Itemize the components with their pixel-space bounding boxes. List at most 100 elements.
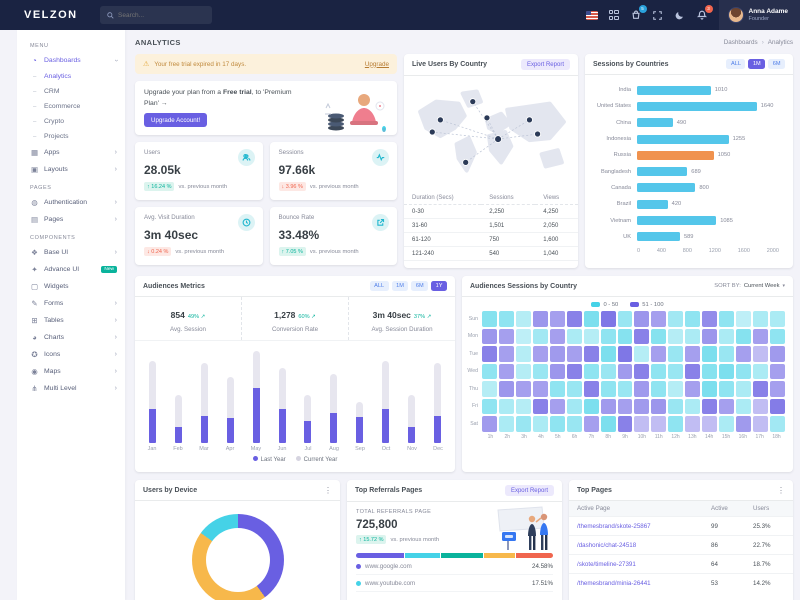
filter-button-1y[interactable]: 1Y: [431, 281, 447, 291]
bar-value-label: 1050: [717, 152, 731, 159]
chevron-right-icon: ›: [114, 216, 117, 223]
hour-label: 15h: [721, 433, 731, 440]
breadcrumb-dashboards[interactable]: Dashboards: [723, 39, 758, 46]
filter-button-6m[interactable]: 6M: [768, 59, 785, 69]
sidebar-item-widgets[interactable]: ▢ Widgets: [17, 278, 125, 295]
user-menu[interactable]: Anna Adame Founder: [718, 0, 800, 30]
sidebar: MENU ◔ Dashboards › – Analytics – CRM – Ecommerce…: [17, 30, 125, 600]
heatmap-cell: [685, 363, 701, 379]
audiences-bar-chart: [135, 347, 455, 443]
heatmap-cell: [549, 311, 565, 327]
upgrade-account-button[interactable]: Upgrade Account!: [144, 113, 208, 127]
heatmap-cell: [532, 381, 548, 397]
audiences-sessions-title: Audiences Sessions by Country: [470, 282, 577, 290]
notifications-badge: 3: [704, 5, 713, 13]
bar-value-label: 490: [676, 119, 687, 126]
dark-mode-button[interactable]: [669, 4, 691, 26]
active-page-link[interactable]: /dashonic/chat-24518: [569, 535, 703, 555]
kebab-menu-icon[interactable]: ⋮: [777, 485, 785, 495]
cart-button[interactable]: 5: [625, 4, 647, 26]
audiences-metrics-card: Audiences Metrics ALL 1M 6M 1Y 854 49% ↗ Avg…: [135, 276, 455, 472]
upgrade-link[interactable]: Upgrade: [364, 60, 389, 68]
bar-value-label: 800: [699, 184, 709, 191]
delta-badge: ↑ 15.72 %: [356, 535, 387, 544]
filter-button-1m[interactable]: 1M: [748, 59, 766, 69]
bell-icon: [696, 10, 707, 20]
bar-russia: [637, 150, 714, 160]
active-page-link[interactable]: /themesbrand/skote-25867: [569, 516, 703, 536]
kebab-menu-icon[interactable]: ⋮: [324, 485, 332, 495]
apps-menu-button[interactable]: [603, 4, 625, 26]
bar-category-label: Indonesia: [606, 136, 631, 143]
heatmap-cell: [482, 416, 497, 432]
bar-value-label: 1085: [720, 217, 733, 224]
sort-by-dropdown[interactable]: SORT BY: Current Week ▾: [714, 283, 785, 289]
sidebar-item-forms[interactable]: ✎ Forms ›: [17, 295, 125, 312]
last-year-segment: [304, 421, 312, 443]
sidebar-item-label: Multi Level: [44, 385, 77, 392]
heatmap-legend: 0 - 50 51 - 100: [462, 297, 793, 311]
sidebar-item-label: Icons: [44, 351, 61, 358]
last-year-segment: [278, 408, 286, 443]
bar-category-label: Vietnam: [610, 217, 631, 224]
sidebar-item-authentication[interactable]: ◍ Authentication ›: [17, 194, 125, 211]
notifications-button[interactable]: 3: [691, 4, 713, 26]
sidebar-item-apps[interactable]: ▦ Apps ›: [17, 144, 125, 161]
active-page-link[interactable]: /skote/timeline-27391: [569, 554, 703, 574]
sidebar-item-icons[interactable]: ✪ Icons ›: [17, 346, 125, 363]
authentication-icon: ◍: [31, 198, 38, 207]
sidebar-item-tables[interactable]: ⊞ Tables ›: [17, 312, 125, 329]
sidebar-item-base-ui[interactable]: ❖ Base UI ›: [17, 244, 125, 261]
fullscreen-button[interactable]: [647, 4, 669, 26]
sidebar-item-crypto[interactable]: – Crypto: [17, 114, 125, 129]
global-search[interactable]: [100, 6, 212, 24]
filter-button-all[interactable]: ALL: [369, 281, 389, 291]
sidebar-item-analytics[interactable]: – Analytics: [17, 69, 125, 84]
sidebar-item-crm[interactable]: – CRM: [17, 84, 125, 99]
sidebar-item-label: Analytics: [44, 73, 72, 80]
language-flag-button[interactable]: [581, 4, 603, 26]
filter-button-1m[interactable]: 1M: [391, 281, 409, 291]
heatmap-cell: [651, 346, 667, 362]
chevron-right-icon: ›: [114, 149, 117, 156]
active-page-link[interactable]: /themesbrand/minia-26441: [569, 573, 703, 592]
duration-table-header-row: Duration (Secs) Sessions Views: [404, 192, 578, 205]
heatmap-cell: [566, 311, 582, 327]
sidebar-item-multi-level[interactable]: ⋔ Multi Level ›: [17, 380, 125, 397]
heatmap-cell: [634, 381, 650, 397]
search-input[interactable]: [118, 11, 198, 19]
heatmap-cell: [566, 363, 582, 379]
filter-button-all[interactable]: ALL: [726, 59, 746, 69]
bar-bangladesh: [637, 167, 688, 177]
export-report-button[interactable]: Export Report: [504, 485, 554, 496]
table-cell: 121-240: [404, 246, 482, 261]
heatmap-cell: [769, 328, 785, 344]
sidebar-item-dashboards[interactable]: ◔ Dashboards ›: [17, 52, 125, 69]
heatmap-cell: [498, 416, 514, 432]
sidebar-item-pages[interactable]: ▤ Pages ›: [17, 211, 125, 228]
sidebar-item-ecommerce[interactable]: – Ecommerce: [17, 99, 125, 114]
upgrade-text: Upgrade your plan from a Free trial, to …: [144, 89, 292, 107]
sidebar-item-projects[interactable]: – Projects: [17, 129, 125, 144]
heatmap-cell: [769, 398, 785, 414]
heatmap-cell: [532, 346, 548, 362]
bar-row: UK 589: [591, 229, 783, 245]
heatmap-cell: [549, 363, 565, 379]
hour-label: 8h: [605, 433, 611, 440]
sidebar-item-maps[interactable]: ◉ Maps ›: [17, 363, 125, 380]
sidebar-item-charts[interactable]: ◕ Charts ›: [17, 329, 125, 346]
column-oct: [382, 347, 390, 443]
brand-logo[interactable]: VELZON: [24, 9, 78, 21]
current-year-segment: [149, 360, 156, 409]
current-year-segment: [408, 395, 416, 427]
heatmap-cell: [498, 328, 514, 344]
user-role: Founder: [748, 16, 770, 22]
page-title: ANALYTICS: [135, 38, 181, 47]
export-report-button[interactable]: Export Report: [520, 59, 570, 70]
filter-button-6m[interactable]: 6M: [411, 281, 429, 291]
sidebar-item-layouts[interactable]: ▣ Layouts ›: [17, 161, 125, 178]
heatmap-cell: [719, 311, 735, 327]
progress-segment: [440, 553, 485, 558]
sidebar-item-advance-ui[interactable]: ✦ Advance UI New: [17, 261, 125, 278]
bar-category-label: Russia: [613, 152, 631, 159]
